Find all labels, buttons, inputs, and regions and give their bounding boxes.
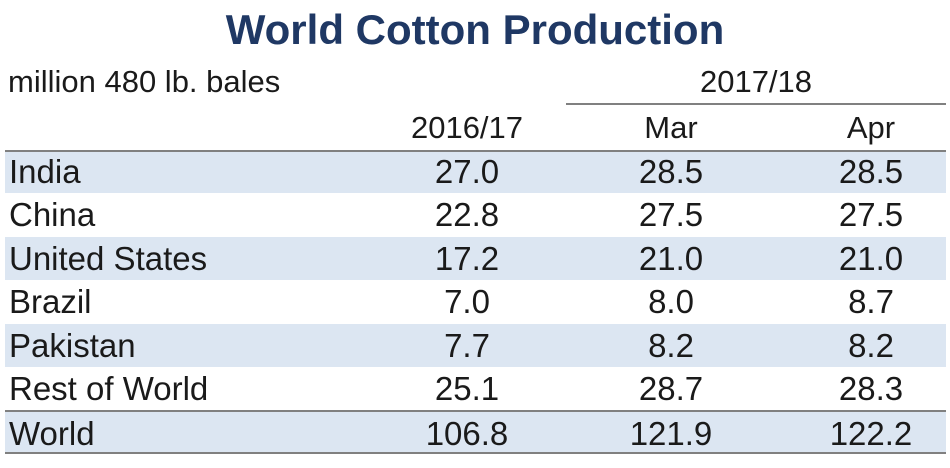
table-row: Brazil 7.0 8.0 8.7 — [5, 280, 946, 323]
chart-title: World Cotton Production — [225, 6, 725, 53]
cell-value: 8.2 — [648, 326, 694, 364]
row-label: United States — [9, 239, 208, 277]
cell-value: 28.5 — [638, 153, 704, 190]
row-label: Rest of World — [9, 369, 209, 407]
cell-value: 106.8 — [425, 415, 509, 453]
row-label: World — [9, 415, 95, 453]
row-label: Brazil — [9, 283, 92, 321]
cell-value: 27.5 — [838, 196, 904, 234]
column-header-apr: Apr — [846, 110, 896, 145]
row-label: India — [9, 153, 81, 190]
cell-value: 22.8 — [434, 196, 500, 234]
table-row: China 22.8 27.5 27.5 — [5, 193, 946, 236]
column-header-2016-17: 2016/17 — [410, 110, 524, 145]
cell-value: 122.2 — [829, 415, 913, 453]
table-body: India 27.0 28.5 28.5 China 22.8 27.5 27.… — [5, 150, 946, 454]
cell-value: 17.2 — [434, 239, 500, 277]
cell-value: 8.7 — [848, 283, 894, 321]
cell-value: 28.7 — [638, 369, 704, 407]
column-header-mar: Mar — [644, 110, 698, 145]
cell-value: 7.0 — [444, 283, 490, 321]
cell-value: 25.1 — [434, 369, 500, 407]
cell-value: 21.0 — [838, 239, 904, 277]
row-label: Pakistan — [9, 326, 136, 364]
table-row: India 27.0 28.5 28.5 — [5, 150, 946, 194]
cell-value: 8.0 — [648, 283, 694, 321]
header-rule — [5, 150, 946, 152]
table-row: United States 17.2 21.0 21.0 — [5, 236, 946, 281]
group-header: 2017/18 — [699, 64, 813, 99]
group-header-rule — [566, 103, 946, 105]
table-row: Rest of World 25.1 28.7 28.3 — [5, 367, 946, 410]
table-row-total: World 106.8 121.9 122.2 — [5, 410, 946, 454]
unit-label: million 480 lb. bales — [8, 64, 281, 99]
cell-value: 8.2 — [848, 326, 894, 364]
cell-value: 27.0 — [434, 153, 500, 190]
cell-value: 28.3 — [838, 369, 904, 407]
cell-value: 27.5 — [638, 196, 704, 234]
cell-value: 121.9 — [629, 415, 713, 453]
cell-value: 7.7 — [444, 326, 490, 364]
cell-value: 21.0 — [638, 239, 704, 277]
table-row: Pakistan 7.7 8.2 8.2 — [5, 323, 946, 367]
cell-value: 28.5 — [838, 153, 904, 190]
row-label: China — [9, 196, 96, 234]
